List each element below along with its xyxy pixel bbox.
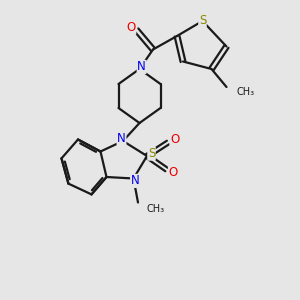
Text: N: N: [117, 131, 126, 145]
Text: N: N: [137, 60, 146, 74]
Text: O: O: [127, 21, 136, 34]
Text: O: O: [169, 166, 178, 179]
Text: N: N: [130, 174, 140, 188]
Text: CH₃: CH₃: [147, 203, 165, 214]
Text: S: S: [148, 147, 155, 160]
Text: S: S: [199, 14, 206, 28]
Text: O: O: [170, 133, 179, 146]
Text: CH₃: CH₃: [237, 86, 255, 97]
